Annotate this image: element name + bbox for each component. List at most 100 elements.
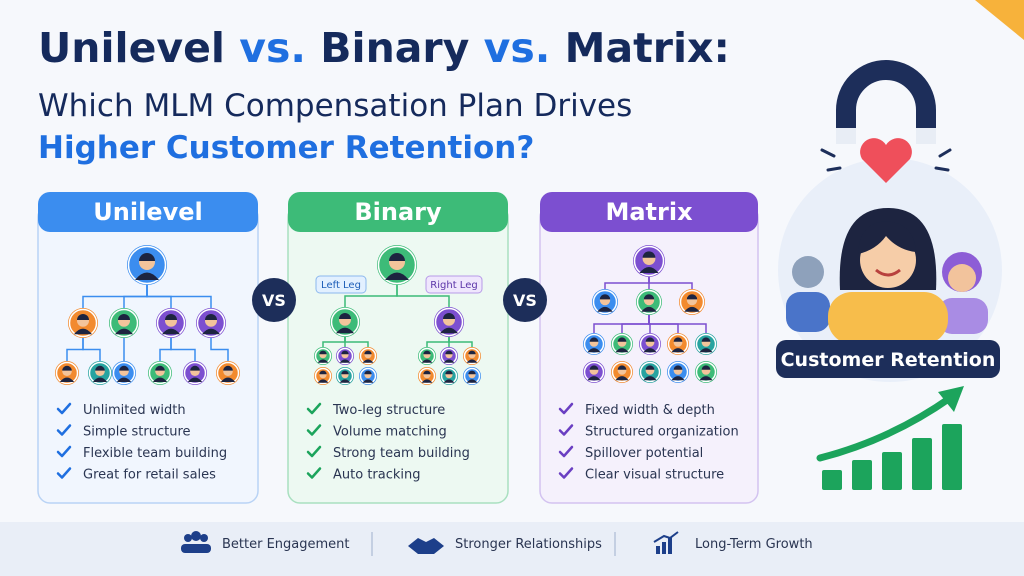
- check-icon: [306, 467, 322, 479]
- node-hair: [319, 370, 327, 375]
- node-body: [641, 306, 657, 312]
- node-body: [59, 377, 75, 382]
- connector: [82, 338, 101, 361]
- person-node: [314, 367, 332, 385]
- node-ring: [611, 333, 633, 355]
- node-body: [643, 348, 657, 353]
- person-node: [440, 347, 458, 365]
- node-ring: [463, 367, 481, 385]
- node-body: [220, 377, 236, 382]
- node-ring: [695, 361, 717, 383]
- person-node: [434, 307, 464, 337]
- leg-label: Right Leg: [430, 280, 477, 291]
- node-hair: [445, 370, 453, 375]
- node-body: [74, 328, 92, 335]
- node-body: [336, 327, 354, 334]
- feature-text: Unlimited width: [83, 403, 186, 418]
- node-body: [317, 379, 329, 383]
- node-body: [466, 379, 478, 383]
- person-node: [695, 333, 717, 355]
- node-body: [162, 328, 180, 335]
- vs-badge: [503, 278, 547, 322]
- person-node: [109, 308, 139, 338]
- node-body: [440, 327, 458, 334]
- node-hair: [155, 365, 165, 371]
- node-body: [385, 272, 409, 280]
- node-ring: [55, 361, 79, 385]
- node-ring: [109, 308, 139, 338]
- panel-title: Matrix: [605, 198, 693, 226]
- node-hair: [341, 350, 349, 355]
- connector: [396, 285, 450, 307]
- node-hair: [423, 370, 431, 375]
- subtitle: Which MLM Compensation Plan Drives: [38, 88, 632, 124]
- title-part: vs.: [484, 24, 551, 72]
- node-ring: [88, 361, 112, 385]
- node-ring: [667, 333, 689, 355]
- feature-text: Spillover potential: [585, 446, 703, 461]
- node-ring: [695, 333, 717, 355]
- check-icon: [306, 445, 322, 458]
- node-body: [362, 359, 374, 363]
- node-ring: [183, 361, 207, 385]
- person-node: [463, 347, 481, 365]
- node-body: [152, 377, 168, 382]
- node-hair: [341, 370, 349, 375]
- feature-text: Great for retail sales: [83, 468, 216, 483]
- node-hair: [423, 350, 431, 355]
- node-ring: [440, 367, 458, 385]
- person-node: [216, 361, 240, 385]
- leg-label-box: [315, 275, 367, 294]
- person-node: [336, 347, 354, 365]
- connector: [648, 277, 693, 289]
- node-hair: [118, 314, 130, 320]
- node-body: [699, 348, 713, 353]
- node-hair: [643, 294, 655, 300]
- footer-item: Better Engagement: [222, 537, 350, 552]
- node-ring: [359, 347, 377, 365]
- node-body: [339, 359, 351, 363]
- person-node: [636, 289, 662, 315]
- connector: [448, 337, 473, 347]
- node-ring: [583, 333, 605, 355]
- check-icon: [56, 467, 72, 479]
- node-hair: [165, 314, 177, 320]
- check-icon: [558, 402, 574, 415]
- person-node: [667, 333, 689, 355]
- check-icon: [306, 402, 322, 415]
- node-ring: [583, 361, 605, 383]
- feature-lists: Unlimited width Simple structure Flexible …: [56, 402, 739, 483]
- connector: [344, 337, 369, 347]
- panel-title: Unilevel: [93, 198, 202, 226]
- node-body: [443, 359, 455, 363]
- feature-text: Clear visual structure: [585, 468, 724, 483]
- node-hair: [62, 365, 72, 371]
- corner-decoration: [975, 0, 1024, 40]
- retention-illustration: Customer Retention: [776, 60, 1002, 490]
- vs-text: VS: [262, 291, 286, 310]
- org-charts: [55, 245, 717, 385]
- feature-text: Strong team building: [333, 446, 470, 461]
- node-body: [443, 379, 455, 383]
- title-part: Matrix:: [565, 24, 730, 72]
- node-hair: [645, 337, 655, 342]
- connector: [210, 338, 229, 361]
- person-node: [359, 347, 377, 365]
- person-node: [148, 361, 172, 385]
- person-node: [359, 367, 377, 385]
- node-ring: [418, 347, 436, 365]
- node-hair: [589, 365, 599, 370]
- node-ring: [639, 333, 661, 355]
- person-node: [440, 367, 458, 385]
- node-body: [202, 328, 220, 335]
- vs-badge: [252, 278, 296, 322]
- node-ring: [359, 367, 377, 385]
- node-hair: [673, 337, 683, 342]
- node-ring: [639, 361, 661, 383]
- person-node: [592, 289, 618, 315]
- person-node: [112, 361, 136, 385]
- check-icon: [558, 424, 574, 436]
- node-hair: [599, 294, 611, 300]
- node-body: [116, 377, 132, 382]
- node-hair: [642, 251, 656, 258]
